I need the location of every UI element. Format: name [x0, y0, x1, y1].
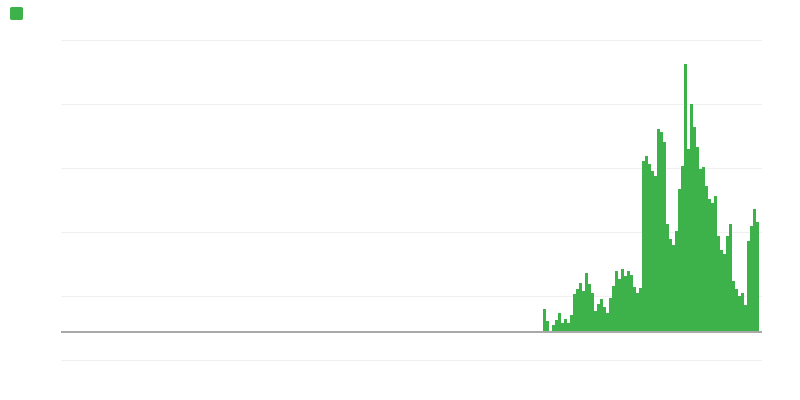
- bar: [741, 293, 744, 332]
- bar: [669, 239, 672, 332]
- bar: [615, 271, 618, 332]
- bar: [699, 169, 702, 332]
- bar: [705, 186, 708, 332]
- bar: [714, 196, 717, 332]
- bar: [672, 245, 675, 332]
- bar: [645, 156, 648, 332]
- bar: [732, 281, 735, 332]
- gridline: [61, 104, 762, 105]
- bar: [681, 166, 684, 332]
- bar: [570, 315, 573, 332]
- bar: [654, 176, 657, 332]
- bar: [555, 320, 558, 332]
- bar: [717, 236, 720, 332]
- bar: [657, 129, 660, 332]
- bar: [543, 309, 546, 332]
- bar: [630, 275, 633, 332]
- bar: [747, 241, 750, 332]
- bar: [639, 288, 642, 332]
- bar: [597, 304, 600, 332]
- bar: [558, 313, 561, 332]
- bar: [567, 323, 570, 332]
- bar: [591, 293, 594, 332]
- bar: [663, 142, 666, 332]
- bar: [633, 287, 636, 332]
- bar: [690, 104, 693, 332]
- bar: [660, 132, 663, 332]
- legend-color-swatch: [10, 7, 23, 20]
- bar: [693, 127, 696, 332]
- bar: [627, 271, 630, 332]
- gridline: [61, 360, 762, 361]
- bar: [618, 279, 621, 332]
- gridline: [61, 296, 762, 297]
- bar: [744, 305, 747, 332]
- bar: [648, 164, 651, 332]
- bar: [546, 321, 549, 332]
- bar: [636, 293, 639, 332]
- bar: [756, 222, 759, 332]
- plot-area: [61, 0, 762, 400]
- x-axis-line: [61, 331, 762, 333]
- bar: [708, 199, 711, 332]
- bar: [666, 224, 669, 332]
- bar: [609, 298, 612, 332]
- bar: [678, 189, 681, 332]
- bar: [687, 149, 690, 332]
- bar: [564, 319, 567, 332]
- bar: [675, 231, 678, 332]
- bar: [702, 167, 705, 332]
- bar: [642, 161, 645, 332]
- bar: [729, 224, 732, 332]
- bar: [750, 226, 753, 332]
- bar: [621, 269, 624, 332]
- bar: [588, 284, 591, 332]
- bar: [582, 291, 585, 332]
- gridline: [61, 232, 762, 233]
- bar: [561, 323, 564, 332]
- bar: [738, 296, 741, 332]
- bar: [573, 294, 576, 332]
- gridline: [61, 40, 762, 41]
- bar: [720, 250, 723, 332]
- bar: [753, 209, 756, 332]
- bar: [594, 311, 597, 332]
- bar: [726, 236, 729, 332]
- bar: [723, 254, 726, 332]
- bar: [711, 203, 714, 332]
- bar: [612, 286, 615, 332]
- bar: [576, 289, 579, 332]
- bar: [585, 273, 588, 332]
- gridline: [61, 168, 762, 169]
- bar: [600, 299, 603, 332]
- bar: [696, 147, 699, 332]
- bar: [606, 313, 609, 332]
- bar: [603, 307, 606, 332]
- bar: [552, 325, 555, 332]
- bar: [651, 171, 654, 332]
- bar: [624, 276, 627, 332]
- bar: [684, 64, 687, 332]
- bar: [579, 283, 582, 332]
- bar: [735, 289, 738, 332]
